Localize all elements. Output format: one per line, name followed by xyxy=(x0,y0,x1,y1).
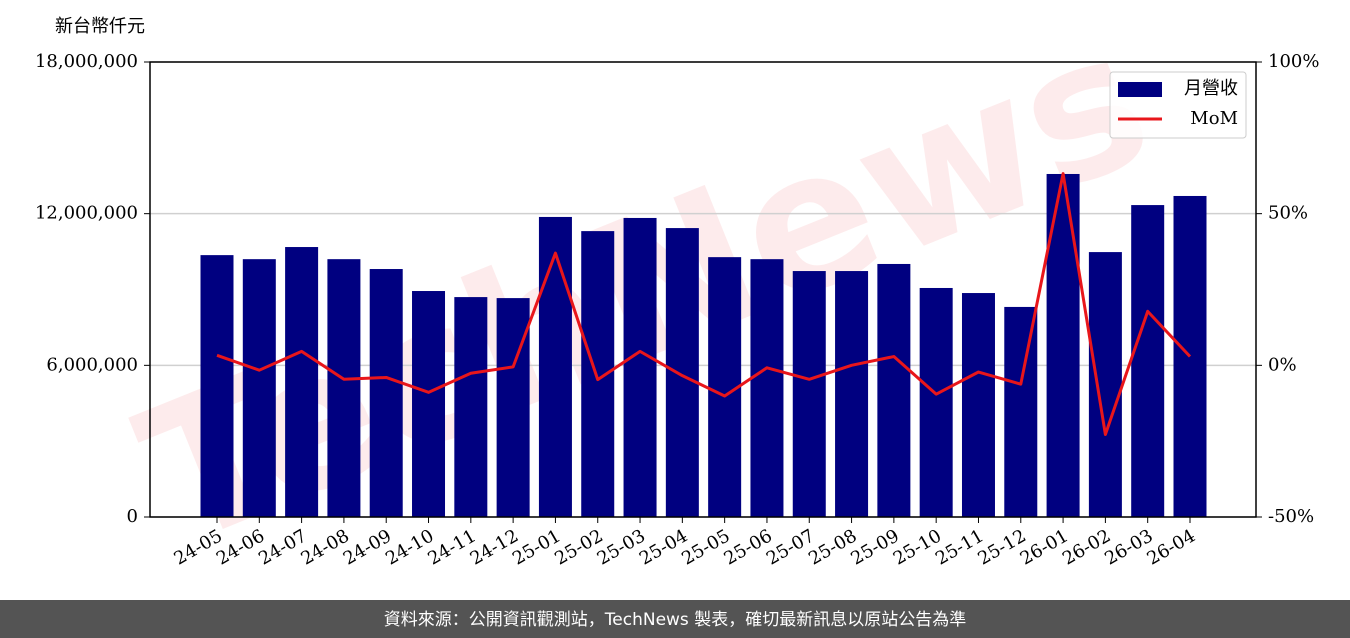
y2-tick-label: -50% xyxy=(1268,506,1314,527)
bar xyxy=(412,291,446,517)
footer-text: 資料來源：公開資訊觀測站，TechNews 製表，確切最新訊息以原站公告為準 xyxy=(384,610,966,630)
bar xyxy=(1131,205,1165,518)
legend-label: 月營收 xyxy=(1184,78,1238,99)
y-tick-label: 6,000,000 xyxy=(46,354,138,375)
bar xyxy=(496,298,530,517)
bar xyxy=(454,297,488,517)
y-tick-label: 18,000,000 xyxy=(35,51,138,72)
bar xyxy=(327,259,361,517)
plot-frame xyxy=(149,61,1257,518)
bar xyxy=(285,247,319,518)
bar xyxy=(538,216,572,518)
line xyxy=(216,172,1192,436)
bar xyxy=(1088,252,1122,518)
bar xyxy=(242,259,276,517)
y2-tick-label: 50% xyxy=(1268,203,1308,224)
y2-tick-label: 0% xyxy=(1268,354,1297,375)
footer-bar xyxy=(0,600,1350,638)
bar xyxy=(750,259,784,517)
bar xyxy=(1004,306,1038,517)
bar xyxy=(792,271,826,517)
bar xyxy=(835,271,869,517)
bar xyxy=(877,263,911,517)
bar xyxy=(623,217,657,518)
bar xyxy=(961,293,995,517)
legend-label: MoM xyxy=(1190,108,1238,129)
y-tick-label: 0 xyxy=(127,506,138,527)
y-tick-label: 12,000,000 xyxy=(35,203,138,224)
bar xyxy=(919,287,953,517)
bar xyxy=(581,231,615,517)
y2-tick-label: 100% xyxy=(1268,51,1319,72)
bar xyxy=(200,255,234,517)
y-axis-title: 新台幣仟元 xyxy=(55,16,145,37)
bar xyxy=(369,269,403,517)
legend-swatch xyxy=(1118,82,1162,97)
x-tick-label: 26-04 xyxy=(1144,525,1199,569)
bar xyxy=(665,228,699,517)
